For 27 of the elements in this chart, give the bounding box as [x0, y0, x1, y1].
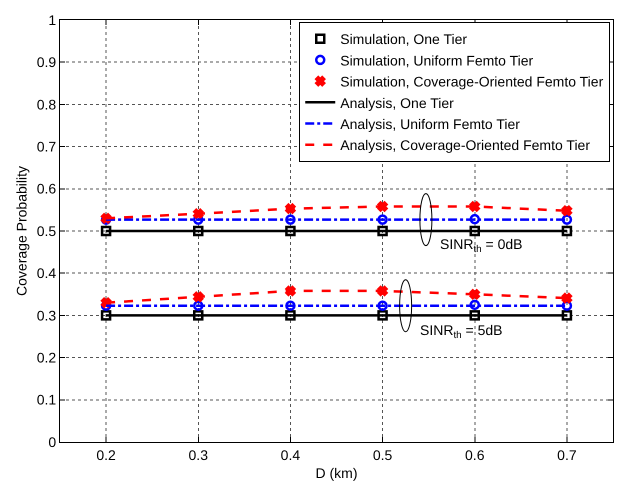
y-axis-title: Coverage Probability — [13, 166, 30, 296]
legend-label: Analysis, One Tier — [340, 94, 454, 111]
legend-label: Simulation, Uniform Femto Tier — [340, 52, 534, 68]
y-tick-label: 0.2 — [36, 350, 56, 366]
y-tick-label: 0 — [48, 434, 56, 450]
y-tick-label: 0.5 — [36, 222, 56, 239]
y-tick-label: 0.9 — [36, 54, 56, 70]
legend-label: Analysis, Uniform Femto Tier — [340, 116, 520, 132]
x-tick-label: 0.5 — [372, 446, 393, 463]
legend-label: Simulation, Coverage-Oriented Femto Tier — [340, 74, 604, 90]
x-axis-title: D (km) — [316, 465, 358, 482]
annotation: SINR$_{th}$ = 5dB — [420, 322, 502, 341]
annotation: SINR$_{th}$ = 0dB — [440, 236, 522, 255]
y-tick-label: 0.3 — [36, 307, 56, 324]
x-tick-label: 0.3 — [188, 446, 208, 463]
x-tick-label: 0.6 — [465, 446, 485, 463]
x-tick-label: 0.4 — [280, 446, 300, 463]
y-tick-label: 0.6 — [36, 180, 56, 197]
y-tick-label: 0.4 — [36, 265, 56, 282]
y-tick-label: 1 — [48, 12, 56, 28]
x-tick-label: 0.2 — [96, 446, 116, 463]
legend-label: Analysis, Coverage-Oriented Femto Tier — [340, 137, 590, 154]
legend-label: Simulation, One Tier — [340, 31, 468, 48]
y-tick-label: 0.8 — [36, 96, 56, 112]
y-tick-label: 0.1 — [36, 392, 56, 408]
y-tick-label: 0.7 — [36, 138, 56, 154]
x-tick-label: 0.7 — [557, 446, 577, 463]
